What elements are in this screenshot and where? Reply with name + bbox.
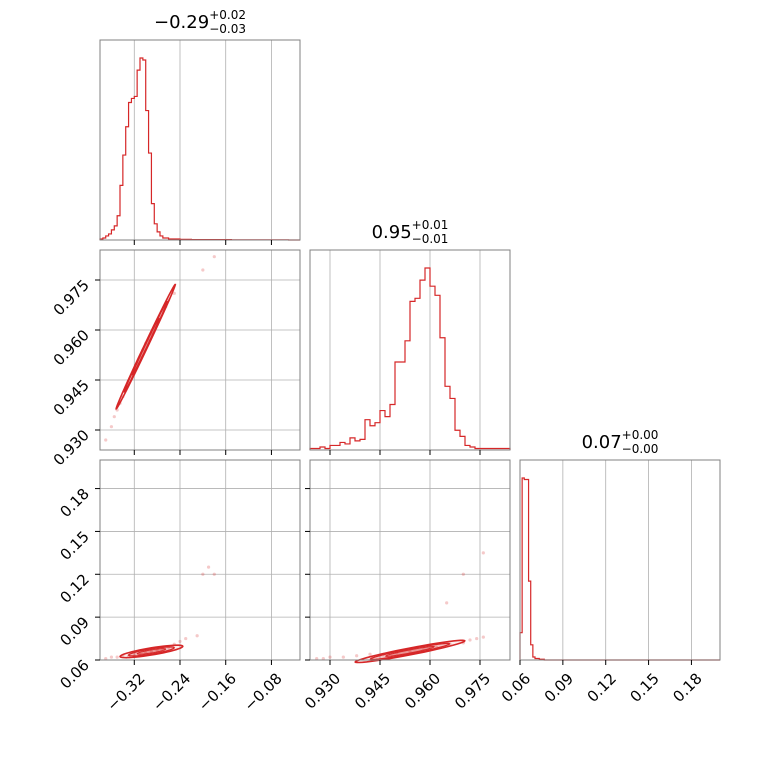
contour-1-2 [384, 645, 436, 657]
scatter-point-0-2 [132, 652, 136, 656]
scatter-point-1-2 [481, 551, 485, 555]
y-tick-label: 0.945 [50, 376, 93, 419]
x-tick-label: −0.24 [149, 670, 194, 715]
x-tick-label: 0.18 [669, 670, 705, 706]
contour-0-2 [127, 646, 175, 657]
scatter-point-1-2 [328, 655, 332, 659]
title-minus-param-1: −0.01 [412, 232, 449, 246]
contour-0-1 [131, 317, 160, 376]
y-tick-label: 0.15 [56, 528, 92, 564]
scatter-point-0-2 [109, 655, 114, 659]
panel-frame-2-2 [519, 459, 721, 661]
y-tick-label: 0.12 [56, 570, 92, 606]
y-tick-label: 0.960 [50, 326, 93, 369]
scatter-point-0-1 [109, 425, 114, 429]
panel-title-param-2: 0.07+0.00 [582, 428, 659, 453]
x-tick-label: 0.12 [584, 670, 620, 706]
scatter-point-1-2 [481, 635, 485, 639]
scatter-point-0-1 [201, 268, 205, 272]
scatter-point-1-2 [461, 572, 465, 576]
x-tick-label: 0.930 [301, 670, 344, 713]
panel-frame-1-1 [309, 249, 511, 451]
x-tick-label: 0.975 [451, 670, 494, 713]
x-tick-label: 0.945 [351, 670, 394, 713]
scatter-point-1-2 [368, 652, 372, 656]
histogram-param-2 [519, 477, 720, 661]
scatter-point-0-2 [206, 565, 211, 569]
contour-1-2 [369, 642, 451, 661]
scatter-point-1-2 [321, 656, 325, 661]
scatter-point-0-2 [104, 656, 108, 661]
panel-frame-2-0 [99, 459, 301, 661]
scatter-point-1-2 [355, 654, 359, 658]
x-tick-label: −0.16 [195, 670, 240, 715]
title-minus-param-2: −0.00 [622, 442, 659, 456]
panel-frame-1-0 [99, 249, 301, 451]
panel-title-param-1: 0.95+0.01 [372, 218, 449, 243]
title-plus: +0.02 [209, 8, 246, 22]
scatter-point-1-2 [445, 601, 449, 605]
contour-0-2 [119, 644, 184, 659]
scatter-point-0-2 [149, 649, 154, 654]
x-tick-label: −0.32 [103, 670, 148, 715]
title-median: 0.95 [372, 222, 412, 243]
histogram-param-1 [309, 267, 511, 450]
scatter-point-1-2 [408, 649, 412, 654]
y-tick-label: 0.09 [56, 613, 92, 649]
scatter-point-1-2 [341, 655, 345, 659]
y-tick-label: 0.975 [50, 276, 93, 319]
contour-0-1 [123, 300, 169, 393]
y-tick-label: 0.06 [56, 656, 92, 692]
scatter-point-1-2 [475, 636, 479, 641]
x-tick-label: 0.06 [498, 670, 534, 706]
title-plus: +0.01 [412, 218, 449, 232]
scatter-point-0-2 [212, 572, 216, 576]
scatter-point-1-2 [315, 656, 319, 661]
panel-title-param-0: −0.29+0.02 [154, 8, 246, 33]
scatter-point-0-2 [115, 655, 119, 659]
panel-frame-0-0 [99, 39, 301, 241]
contour-1-2 [354, 639, 466, 664]
contour-0-2 [136, 648, 167, 655]
histogram-param-0 [99, 57, 300, 241]
x-tick-label: 0.15 [626, 670, 662, 706]
scatter-point-1-2 [468, 638, 472, 642]
y-tick-label: 0.930 [50, 426, 93, 469]
scatter-point-0-2 [201, 572, 205, 576]
x-tick-label: 0.960 [401, 670, 444, 713]
x-tick-label: 0.09 [541, 670, 577, 706]
panel-frame-2-1 [309, 459, 511, 661]
scatter-point-0-1 [172, 291, 176, 295]
title-minus-param-0: −0.03 [209, 22, 246, 36]
title-plus: +0.00 [622, 428, 659, 442]
scatter-point-0-2 [178, 639, 182, 644]
scatter-point-0-1 [104, 438, 108, 442]
title-median: 0.07 [582, 432, 622, 453]
scatter-point-0-2 [184, 636, 188, 641]
x-tick-label: −0.08 [240, 670, 285, 715]
title-median: −0.29 [154, 12, 209, 33]
y-tick-label: 0.18 [56, 485, 92, 521]
scatter-point-0-1 [112, 415, 116, 419]
scatter-point-0-1 [212, 255, 216, 259]
scatter-point-0-2 [195, 634, 199, 638]
